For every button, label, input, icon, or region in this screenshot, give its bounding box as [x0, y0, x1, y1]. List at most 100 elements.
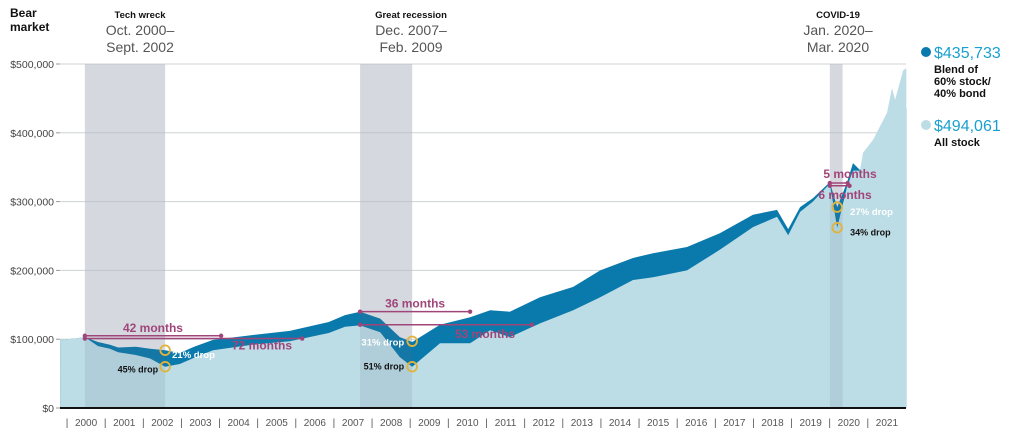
x-tick-separator: |: [790, 418, 793, 429]
bear-market-name: Tech wreck: [114, 10, 166, 21]
legend-label-stock: All stock: [934, 137, 981, 149]
x-tick-label: 2005: [266, 418, 289, 429]
bear-market-name: COVID-19: [816, 10, 860, 21]
legend-label-blend-3: 40% bond: [934, 88, 986, 100]
drop-marker: [159, 361, 171, 373]
recovery-end-dot: [467, 309, 473, 314]
x-tick-separator: |: [180, 418, 183, 429]
series-areas: [60, 68, 907, 408]
x-tick-separator: |: [409, 418, 412, 429]
bear-shade-overlay-1: [360, 64, 413, 408]
bear-market-range-end: Feb. 2009: [379, 39, 442, 55]
y-tick-label: $500,000: [10, 59, 54, 71]
x-tick-separator: |: [218, 418, 221, 429]
x-tick-label: 2006: [304, 418, 327, 429]
x-tick-separator: |: [66, 418, 69, 429]
recovery-annotation: 6 months: [818, 183, 872, 202]
bear-shade-overlay-0: [84, 64, 166, 408]
drop-annotation: 21% drop: [159, 344, 215, 361]
legend: $435,733 Blend of 60% stock/ 40% bond $4…: [921, 45, 1001, 149]
recovery-label: 72 months: [232, 339, 292, 353]
bear-market-range-start: Jan. 2020–: [803, 22, 872, 38]
x-tick-separator: |: [638, 418, 641, 429]
recovery-annotation: 53 months: [357, 322, 535, 341]
x-tick-separator: |: [600, 418, 603, 429]
x-tick-label: 2009: [418, 418, 441, 429]
x-tick-label: 2012: [533, 418, 556, 429]
x-tick-separator: |: [485, 418, 488, 429]
bear-market-range-start: Dec. 2007–: [375, 22, 447, 38]
drop-marker: [406, 335, 418, 347]
x-tick-separator: |: [104, 418, 107, 429]
legend-label-blend-1: Blend of: [934, 64, 978, 76]
drop-marker: [831, 222, 843, 234]
bear-shade-overlay-2: [829, 64, 843, 408]
recovery-end-dot: [847, 183, 852, 188]
x-tick-label: 2010: [456, 418, 479, 429]
recovery-start-dot: [82, 336, 88, 341]
drop-label: 51% drop: [364, 362, 405, 372]
legend-swatch-blend: [921, 47, 931, 57]
recovery-start-dot: [357, 309, 363, 314]
legend-value-stock: $494,061: [934, 118, 1001, 135]
recovery-end-dot: [529, 322, 535, 327]
drop-marker: [159, 344, 171, 356]
y-tick-label: $0: [42, 403, 54, 415]
drop-marker: [406, 361, 418, 373]
x-tick-separator: |: [714, 418, 717, 429]
axes: $0 $100,000 $200,000 $300,000 $400,000 $500,0…: [10, 59, 906, 429]
x-tick-separator: |: [256, 418, 259, 429]
recovery-start-dot: [827, 183, 833, 188]
drop-annotation: 51% drop: [364, 361, 418, 373]
x-tick-label: 2016: [685, 418, 708, 429]
x-tick-label: 2020: [838, 418, 861, 429]
drop-label: 27% drop: [850, 207, 893, 218]
x-tick-label: 2019: [800, 418, 823, 429]
legend-label-blend-2: 60% stock/: [934, 76, 991, 88]
recovery-label: 5 months: [823, 167, 877, 181]
bear-market-name: Great recession: [375, 10, 447, 21]
corner-label-line-1: Bear: [10, 6, 37, 20]
x-tick-separator: |: [371, 418, 374, 429]
x-tick-label: 2014: [609, 418, 632, 429]
drop-annotation: 27% drop: [831, 201, 893, 218]
drop-label: 34% drop: [850, 228, 891, 238]
recovery-label: 53 months: [455, 327, 515, 341]
drop-annotation: 31% drop: [361, 335, 418, 348]
y-tick-label: $200,000: [10, 265, 54, 277]
bear-market-range-end: Sept. 2002: [106, 39, 174, 55]
drop-marker: [831, 201, 843, 213]
drop-label: 45% drop: [118, 365, 159, 375]
y-tick-label: $300,000: [10, 197, 54, 209]
x-tick-separator: |: [561, 418, 564, 429]
x-tick-label: 2001: [113, 418, 136, 429]
drop-label: 31% drop: [361, 337, 404, 348]
x-tick-label: 2003: [189, 418, 212, 429]
area-all-stock: [60, 68, 907, 408]
recovery-annotation: 36 months: [357, 297, 473, 314]
x-tick-separator: |: [676, 418, 679, 429]
recovery-end-dot: [299, 336, 305, 341]
x-tick-label: 2018: [761, 418, 784, 429]
recovery-label: 36 months: [385, 297, 445, 311]
x-tick-label: 2004: [227, 418, 250, 429]
x-tick-label: 2017: [723, 418, 746, 429]
recovery-end-dot: [218, 333, 224, 338]
recovery-label: 42 months: [123, 321, 183, 335]
drop-annotation: 45% drop: [118, 361, 171, 375]
x-tick-label: 2008: [380, 418, 403, 429]
corner-label-line-2: market: [10, 20, 49, 34]
x-tick-separator: |: [828, 418, 831, 429]
annotations: 42 months 72 months 36 months 53 months 5 mo…: [82, 167, 893, 375]
y-tick-label: $400,000: [10, 128, 54, 140]
x-tick-separator: |: [447, 418, 450, 429]
bear-market-range-end: Mar. 2020: [807, 39, 869, 55]
x-tick-label: 2011: [495, 418, 517, 429]
x-tick-label: 2007: [342, 418, 365, 429]
x-tick-separator: |: [333, 418, 336, 429]
recovery-start-dot: [357, 322, 363, 327]
x-tick-separator: |: [752, 418, 755, 429]
legend-swatch-stock: [921, 120, 931, 130]
y-tick-label: $100,000: [10, 334, 54, 346]
